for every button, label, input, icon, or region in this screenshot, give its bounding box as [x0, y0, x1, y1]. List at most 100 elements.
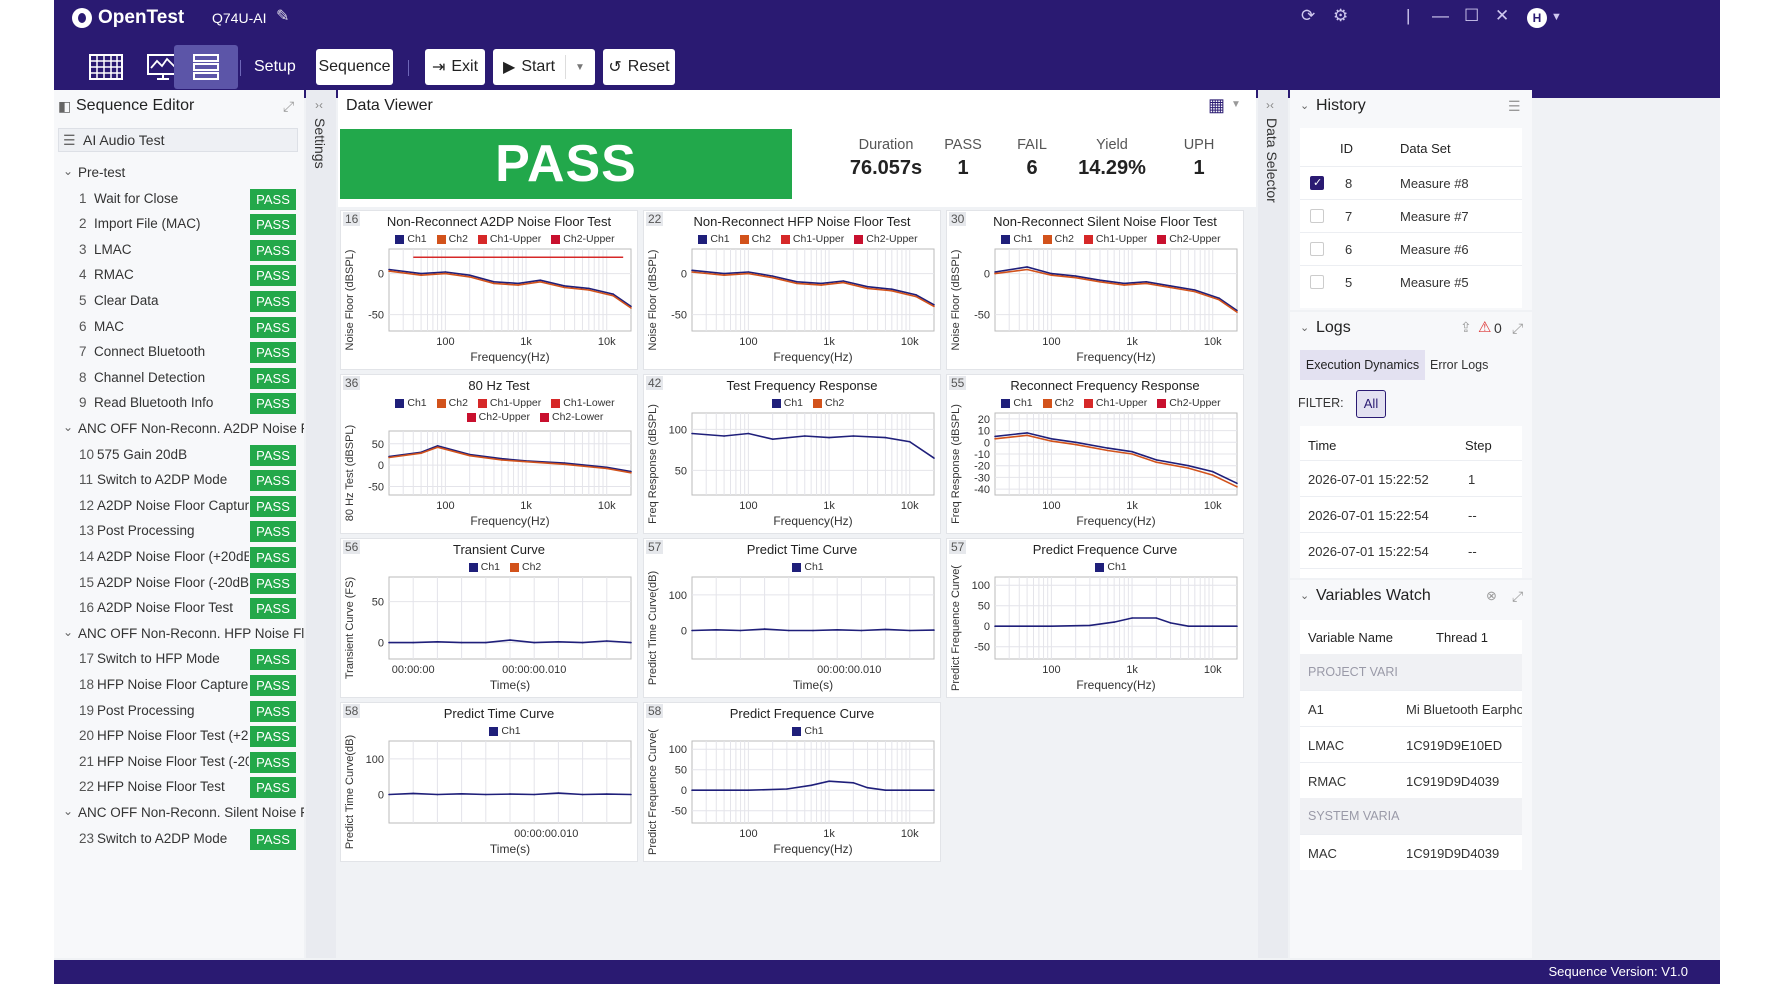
filter-all-button[interactable]: All — [1356, 390, 1386, 418]
legend-item[interactable]: Ch1 — [395, 397, 427, 409]
sequence-step[interactable]: 7 Connect Bluetooth PASS — [54, 341, 304, 365]
row-checkbox[interactable] — [1310, 275, 1324, 289]
row-checkbox[interactable] — [1310, 176, 1324, 190]
export-icon[interactable]: ⇪ — [1460, 319, 1472, 335]
settings-icon[interactable]: ⚙ — [1333, 6, 1349, 25]
chart-card[interactable]: 57 Predict Frequence Curve Ch1 100 50 0 -50 100… — [946, 538, 1244, 698]
legend-item[interactable]: Ch2-Upper — [854, 233, 918, 245]
history-row[interactable]: 6 Measure #6 — [1300, 232, 1522, 265]
legend-item[interactable]: Ch1-Lower — [551, 397, 615, 409]
sequence-step[interactable]: 17 Switch to HFP Mode PASS — [54, 648, 304, 672]
legend-item[interactable]: Ch1-Upper — [477, 397, 541, 409]
chart-card[interactable]: 56 Transient Curve Ch1 Ch2 50 0 00:00:00 00:00:… — [340, 538, 638, 698]
sequence-step[interactable]: 4 RMAC PASS — [54, 264, 304, 288]
user-avatar[interactable]: H — [1527, 8, 1547, 28]
legend-item[interactable]: Ch2 — [510, 561, 541, 573]
legend-item[interactable]: Ch2 — [1042, 233, 1074, 245]
log-row[interactable]: 2026-07-01 15:22:52 1 — [1300, 460, 1522, 495]
history-row[interactable]: 7 Measure #7 — [1300, 199, 1522, 232]
legend-item[interactable]: Ch2-Upper — [1157, 397, 1221, 409]
legend-item[interactable]: Ch1 — [1001, 233, 1033, 245]
legend-item[interactable]: Ch1 — [698, 233, 730, 245]
history-row[interactable]: 5 Measure #5 — [1300, 265, 1522, 298]
chevron-down-icon[interactable]: ⌄ — [1300, 322, 1310, 334]
sequence-step[interactable]: 22 HFP Noise Floor Test PASS — [54, 776, 304, 800]
data-selector-tab[interactable]: Data Selector — [1264, 118, 1280, 203]
expand-icon[interactable]: ⤢ — [1512, 320, 1524, 336]
row-checkbox[interactable] — [1310, 242, 1324, 256]
refresh-icon[interactable]: ⟳ — [1301, 6, 1316, 25]
legend-item[interactable]: Ch2 — [813, 397, 844, 409]
sequence-step[interactable]: 6 MAC PASS — [54, 316, 304, 340]
sequence-group[interactable]: ⌄ ANC OFF Non-Reconn. Silent Noise Flo — [54, 802, 304, 826]
legend-item[interactable]: Ch2-Lower — [540, 411, 603, 423]
settings-tab[interactable]: Settings — [312, 118, 328, 169]
variable-row[interactable]: LMAC 1C919D9E10ED — [1300, 726, 1522, 762]
chevron-down-icon[interactable]: ⌄ — [1300, 590, 1310, 602]
tab-execution-dynamics[interactable]: Execution Dynamics — [1300, 350, 1425, 380]
exit-button[interactable]: ⇥ Exit — [425, 49, 485, 85]
sequence-step[interactable]: 18 HFP Noise Floor Capture PASS — [54, 674, 304, 698]
sequence-group[interactable]: ⌄ Pre-test — [54, 162, 304, 186]
row-checkbox[interactable] — [1310, 209, 1324, 223]
legend-item[interactable]: Ch1 — [468, 561, 500, 573]
sequence-tab[interactable]: Sequence — [316, 49, 393, 85]
expand-icon[interactable]: ⤢ — [1512, 588, 1524, 604]
maximize-icon[interactable]: ☐ — [1464, 6, 1480, 25]
grid-view-button[interactable] — [74, 45, 138, 89]
chart-card[interactable]: 58 Predict Time Curve Ch1 100 0 00:00:00.010 T… — [340, 702, 638, 862]
chevron-down-icon[interactable]: ⌄ — [1300, 100, 1310, 112]
legend-item[interactable]: Ch1 — [792, 561, 824, 573]
legend-item[interactable]: Ch1 — [771, 397, 803, 409]
variable-row[interactable]: RMAC 1C919D9D4039 — [1300, 762, 1522, 798]
sequence-step[interactable]: 8 Channel Detection PASS — [54, 367, 304, 391]
chevron-down-icon[interactable]: ▼ — [1231, 99, 1241, 110]
legend-item[interactable]: Ch1-Upper — [1083, 233, 1147, 245]
legend-item[interactable]: Ch1 — [489, 725, 521, 737]
start-button[interactable]: ▶ Start ▼ — [493, 49, 595, 85]
sequence-step[interactable]: 12 A2DP Noise Floor Capture PASS — [54, 495, 304, 519]
variable-row[interactable]: A1 Mi Bluetooth Earpho — [1300, 690, 1522, 726]
legend-item[interactable]: Ch1 — [792, 725, 824, 737]
variable-row[interactable]: MAC 1C919D9D4039 — [1300, 834, 1522, 870]
sequence-step[interactable]: 16 A2DP Noise Floor Test PASS — [54, 597, 304, 621]
legend-item[interactable]: Ch2 — [1042, 397, 1074, 409]
sequence-group[interactable]: ⌄ ANC OFF Non-Reconn. HFP Noise Floo — [54, 623, 304, 647]
sequence-step[interactable]: 19 Post Processing PASS — [54, 700, 304, 724]
sequence-group[interactable]: ⌄ ANC OFF Non-Reconn. A2DP Noise Flo — [54, 418, 304, 442]
layout-grid-icon[interactable]: ▦ — [1208, 95, 1226, 115]
sequence-step[interactable]: 3 LMAC PASS — [54, 239, 304, 263]
collapse-icon[interactable]: ›‹ — [1266, 98, 1274, 112]
chart-card[interactable]: 55 Reconnect Frequency Response Ch1 Ch2 Ch1-… — [946, 374, 1244, 534]
filter-icon[interactable]: ☰ — [1508, 98, 1521, 114]
sequence-step[interactable]: 9 Read Bluetooth Info PASS — [54, 392, 304, 416]
sequence-step[interactable]: 11 Switch to A2DP Mode PASS — [54, 469, 304, 493]
legend-item[interactable]: Ch1-Upper — [1083, 397, 1147, 409]
tab-error-logs[interactable]: Error Logs — [1430, 358, 1489, 372]
legend-item[interactable]: Ch1 — [1001, 397, 1033, 409]
legend-item[interactable]: Ch2-Upper — [551, 233, 615, 245]
legend-item[interactable]: Ch2-Upper — [1157, 233, 1221, 245]
legend-item[interactable]: Ch2 — [739, 233, 771, 245]
legend-item[interactable]: Ch1-Upper — [477, 233, 541, 245]
system-variables-section[interactable]: SYSTEM VARIA — [1300, 798, 1522, 834]
legend-item[interactable]: Ch1 — [395, 233, 427, 245]
sequence-root[interactable]: ☰ AI Audio Test — [58, 128, 298, 152]
log-row[interactable]: 2026-07-01 15:22:54-- — [1300, 568, 1522, 578]
log-row[interactable]: 2026-07-01 15:22:54-- — [1300, 532, 1522, 567]
project-variables-section[interactable]: PROJECT VARI — [1300, 654, 1522, 690]
sequence-step[interactable]: 10 575 Gain 20dB PASS — [54, 444, 304, 468]
sequence-step[interactable]: 2 Import File (MAC) PASS — [54, 213, 304, 237]
sequence-step[interactable]: 13 Post Processing PASS — [54, 520, 304, 544]
legend-item[interactable]: Ch2 — [436, 397, 468, 409]
chart-card[interactable]: 42 Test Frequency Response Ch1 Ch2 100 50 100 1… — [643, 374, 941, 534]
sequence-step[interactable]: 23 Switch to A2DP Mode PASS — [54, 828, 304, 852]
start-dropdown-icon[interactable]: ▼ — [575, 61, 585, 73]
sequence-step[interactable]: 5 Clear Data PASS — [54, 290, 304, 314]
chart-card[interactable]: 22 Non-Reconnect HFP Noise Floor Test Ch1 C… — [643, 210, 941, 370]
minimize-icon[interactable]: — — [1432, 6, 1449, 25]
sequence-step[interactable]: 15 A2DP Noise Floor (-20dB) PASS — [54, 572, 304, 596]
close-icon[interactable]: ✕ — [1495, 6, 1510, 25]
chart-card[interactable]: 57 Predict Time Curve Ch1 100 0 00:00:00.010 T… — [643, 538, 941, 698]
